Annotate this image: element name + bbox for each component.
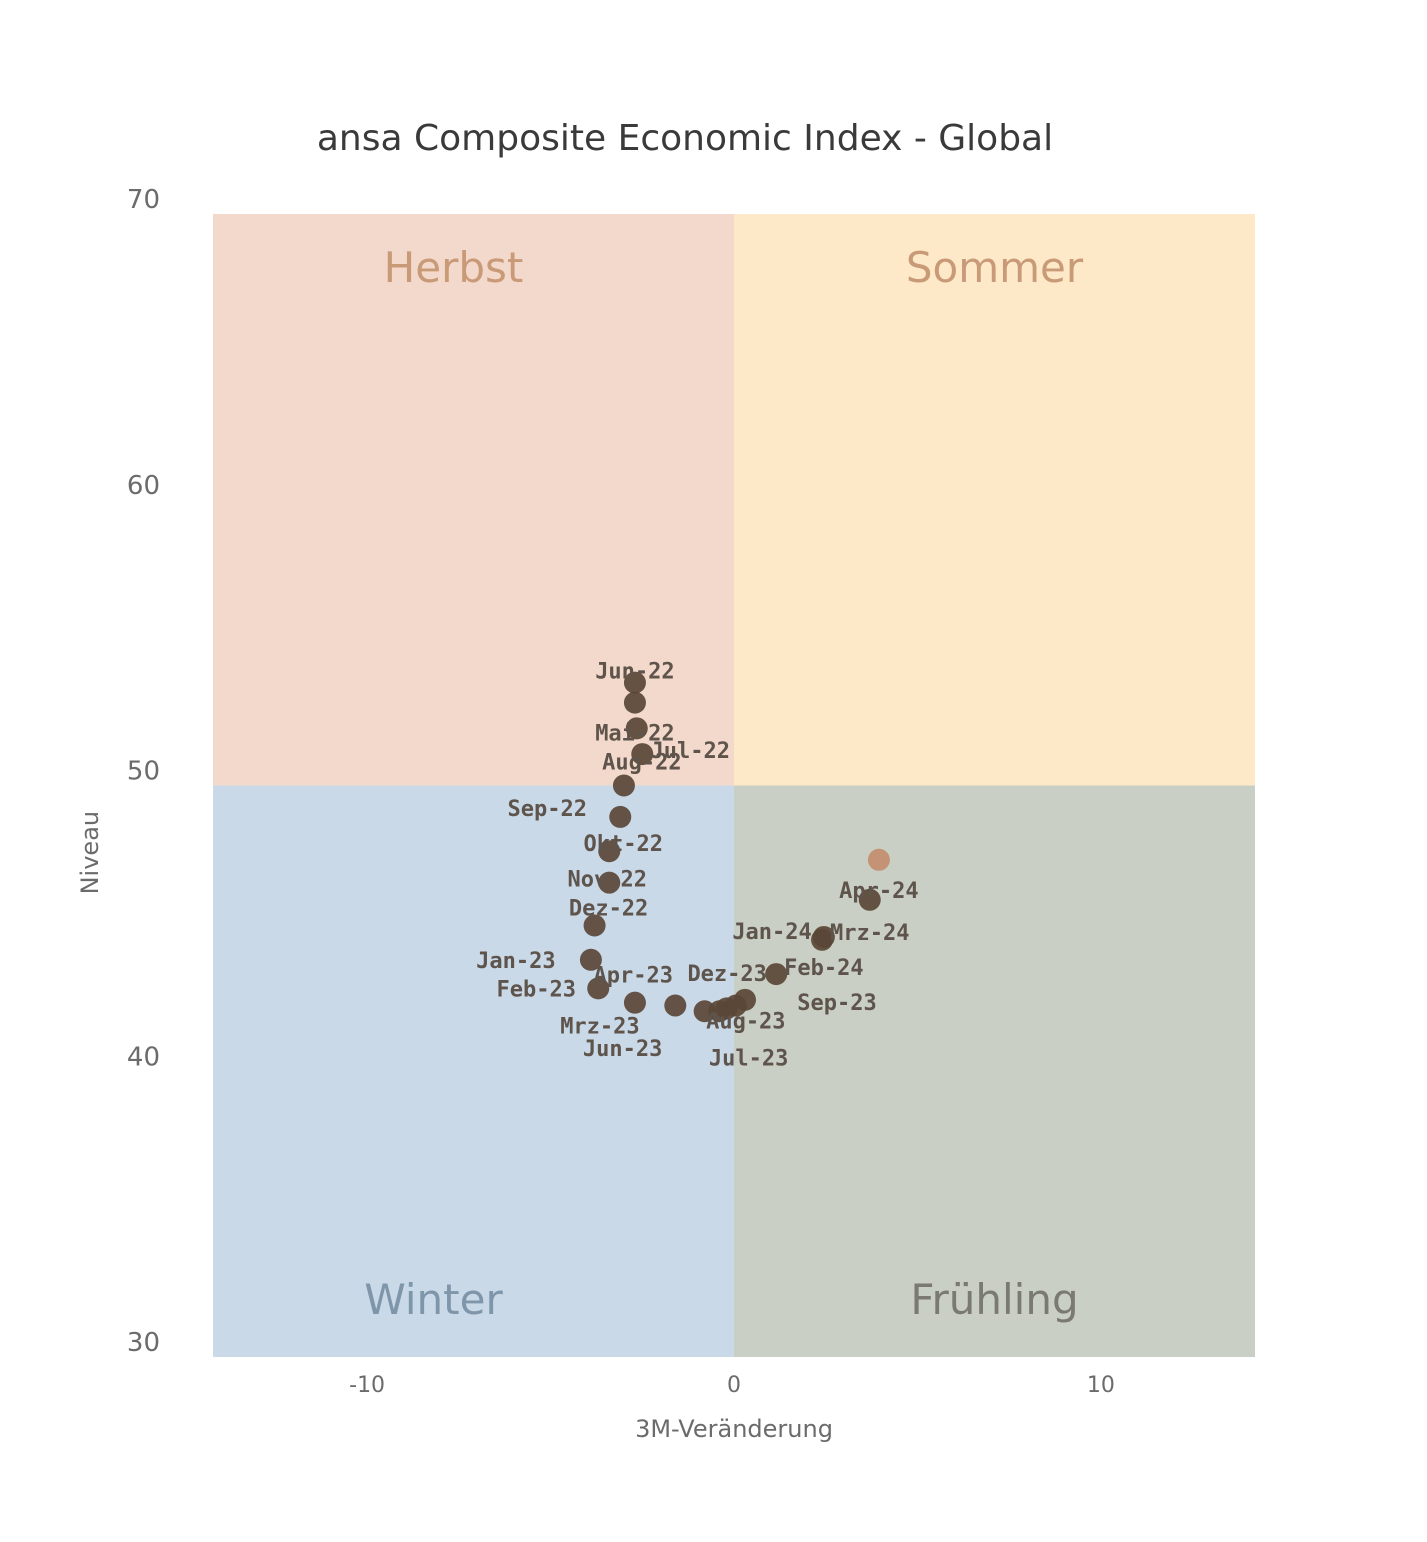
data-point-label: Dez-23 xyxy=(687,962,766,987)
quadrant-bottom-right xyxy=(734,785,1255,1357)
x-axis-label: 3M-Veränderung xyxy=(635,1415,833,1443)
data-point-label: Jan-24 xyxy=(732,920,811,945)
data-point-label: Feb-23 xyxy=(497,977,576,1002)
data-point-label: Jul-22 xyxy=(651,739,730,764)
y-tick-label: 60 xyxy=(127,471,160,501)
y-axis-label: Niveau xyxy=(76,811,104,895)
quadrant-label-bottom-left: Winter xyxy=(364,1275,503,1324)
data-point[interactable] xyxy=(598,840,621,863)
data-point[interactable] xyxy=(579,948,602,971)
data-point[interactable] xyxy=(612,774,635,797)
data-point-label: Mrz-23 xyxy=(560,1015,639,1040)
data-point-label: Apr-24 xyxy=(839,879,918,904)
quadrant-top-right xyxy=(734,214,1255,786)
data-point[interactable] xyxy=(623,991,646,1014)
data-point-label: Okt-22 xyxy=(584,832,663,857)
quadrant-backgrounds xyxy=(213,214,1255,1357)
data-point-label: Jan-23 xyxy=(476,949,555,974)
data-point-label: Nov-22 xyxy=(568,868,647,893)
quadrant-labels: Herbst Sommer Winter Frühling xyxy=(364,243,1084,1324)
data-point[interactable] xyxy=(765,963,788,986)
data-point-label: Sep-22 xyxy=(508,797,587,822)
quadrant-label-bottom-right: Frühling xyxy=(910,1275,1078,1324)
data-point[interactable] xyxy=(858,888,881,911)
y-tick-label: 30 xyxy=(127,1328,160,1358)
data-point[interactable] xyxy=(664,994,687,1017)
data-point[interactable] xyxy=(598,871,621,894)
data-point-label: Apr-23 xyxy=(594,964,673,989)
data-point[interactable] xyxy=(623,691,646,714)
data-point-label: Sep-23 xyxy=(797,991,876,1016)
data-point[interactable] xyxy=(811,928,834,951)
data-point[interactable] xyxy=(734,988,757,1011)
data-point-label: Mai-22 xyxy=(595,722,674,747)
data-point[interactable] xyxy=(631,743,654,766)
chart-title: ansa Composite Economic Index - Global xyxy=(316,118,1054,159)
data-point-label: Jun-23 xyxy=(583,1037,662,1062)
y-axis-ticks: 30 40 50 60 70 xyxy=(127,185,160,1358)
y-tick-label: 70 xyxy=(127,185,160,215)
data-point-label: Feb-24 xyxy=(784,956,863,981)
x-tick-label: 10 xyxy=(1087,1373,1115,1398)
data-point-label: Dez-22 xyxy=(569,897,648,922)
data-point-label: Aug-22 xyxy=(602,751,681,776)
quadrant-bottom-left xyxy=(213,785,734,1357)
data-point-label: Aug-23 xyxy=(706,1010,785,1035)
data-points xyxy=(579,671,890,1023)
data-point[interactable] xyxy=(867,848,890,871)
data-point[interactable] xyxy=(587,977,610,1000)
data-point[interactable] xyxy=(625,717,648,740)
data-point-label: Jun-22 xyxy=(595,660,674,685)
data-point[interactable] xyxy=(583,914,606,937)
x-tick-label: 0 xyxy=(727,1373,741,1398)
x-axis-ticks: -10 0 10 xyxy=(349,1373,1115,1398)
data-point-label: Jul-23 xyxy=(709,1046,788,1071)
quadrant-top-left xyxy=(213,214,734,786)
y-tick-label: 50 xyxy=(127,757,160,787)
y-tick-label: 40 xyxy=(127,1042,160,1072)
quadrant-label-top-right: Sommer xyxy=(906,243,1084,292)
data-point[interactable] xyxy=(609,805,632,828)
data-point-label: Mrz-24 xyxy=(830,921,909,946)
x-tick-label: -10 xyxy=(349,1373,385,1398)
quadrant-label-top-left: Herbst xyxy=(384,243,524,292)
data-point[interactable] xyxy=(623,671,646,694)
